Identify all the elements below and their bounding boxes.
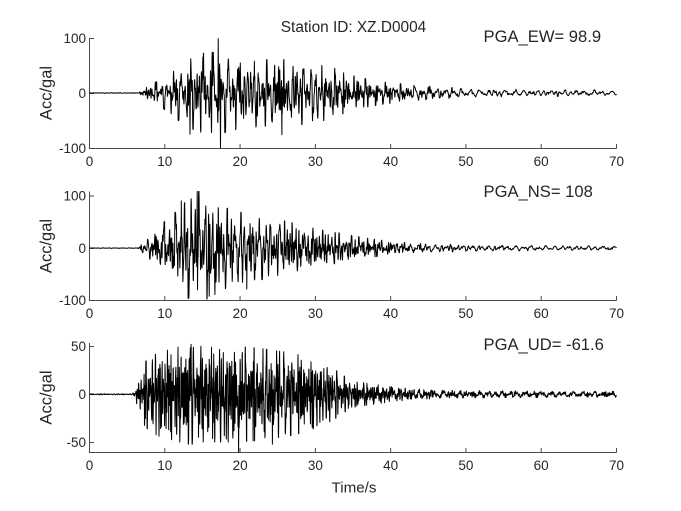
svg-text:50: 50 <box>458 154 473 169</box>
svg-text:40: 40 <box>383 306 398 321</box>
svg-text:100: 100 <box>63 189 86 204</box>
svg-text:50: 50 <box>458 458 473 473</box>
svg-text:20: 20 <box>233 154 248 169</box>
svg-text:30: 30 <box>308 154 323 169</box>
svg-text:20: 20 <box>233 458 248 473</box>
svg-text:-100: -100 <box>59 293 86 308</box>
svg-text:0: 0 <box>78 86 86 101</box>
svg-text:50: 50 <box>71 339 86 354</box>
svg-text:50: 50 <box>458 306 473 321</box>
svg-text:0: 0 <box>78 387 86 402</box>
svg-text:10: 10 <box>157 458 172 473</box>
svg-text:0: 0 <box>86 306 94 321</box>
svg-text:PGA_NS= 108: PGA_NS= 108 <box>484 182 593 201</box>
svg-text:30: 30 <box>308 306 323 321</box>
svg-text:Acc/gal: Acc/gal <box>38 219 56 273</box>
svg-text:40: 40 <box>383 458 398 473</box>
svg-text:70: 70 <box>609 458 624 473</box>
svg-text:0: 0 <box>78 241 86 256</box>
svg-text:10: 10 <box>157 306 172 321</box>
svg-text:60: 60 <box>534 458 549 473</box>
svg-text:Station ID: XZ.D0004: Station ID: XZ.D0004 <box>281 19 427 36</box>
svg-text:Acc/gal: Acc/gal <box>38 66 56 120</box>
svg-text:0: 0 <box>86 154 94 169</box>
svg-text:10: 10 <box>157 154 172 169</box>
svg-text:Acc/gal: Acc/gal <box>38 370 56 424</box>
svg-text:30: 30 <box>308 458 323 473</box>
svg-text:PGA_UD= -61.6: PGA_UD= -61.6 <box>484 335 604 354</box>
svg-text:60: 60 <box>534 154 549 169</box>
svg-text:PGA_EW= 98.9: PGA_EW= 98.9 <box>484 27 602 46</box>
svg-text:40: 40 <box>383 154 398 169</box>
svg-text:Time/s: Time/s <box>332 479 377 496</box>
svg-text:70: 70 <box>609 154 624 169</box>
svg-text:70: 70 <box>609 306 624 321</box>
svg-text:20: 20 <box>233 306 248 321</box>
svg-text:-100: -100 <box>59 141 86 156</box>
svg-text:-50: -50 <box>66 435 86 450</box>
svg-text:0: 0 <box>86 458 94 473</box>
svg-text:60: 60 <box>534 306 549 321</box>
svg-text:100: 100 <box>63 31 86 46</box>
